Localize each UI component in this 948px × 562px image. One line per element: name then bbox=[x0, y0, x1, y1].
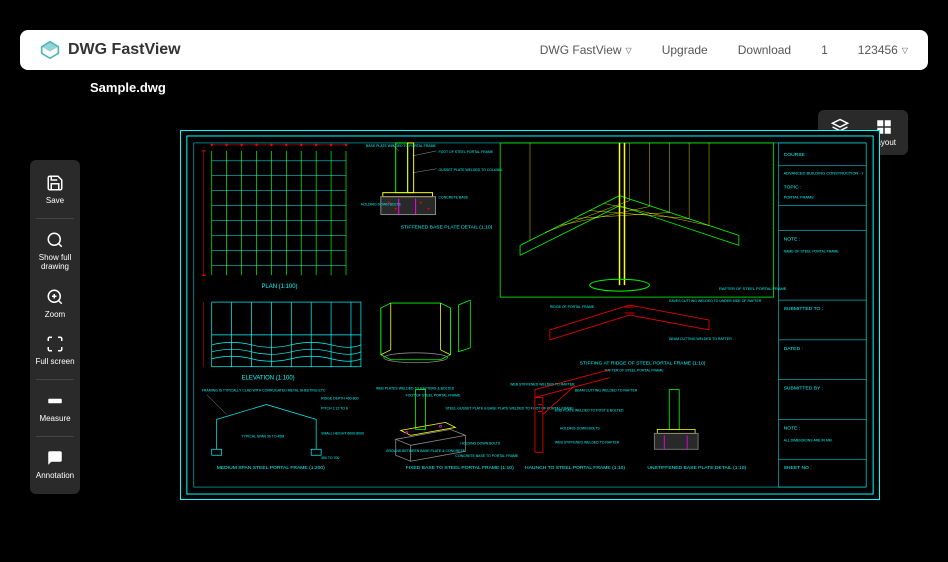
svg-text:NOTE :: NOTE : bbox=[784, 425, 801, 431]
save-button[interactable]: Save bbox=[30, 168, 80, 212]
annotation-button[interactable]: Annotation bbox=[30, 443, 80, 487]
user-label: 123456 bbox=[858, 43, 898, 57]
brand-name: DWG FastView bbox=[68, 41, 181, 59]
drawing-canvas[interactable]: COURSE : ADVANCED BUILDING CONSTRUCTION … bbox=[180, 130, 880, 500]
svg-text:DATED :: DATED : bbox=[784, 346, 803, 352]
svg-text:ELEVATION (1:100): ELEVATION (1:100) bbox=[242, 376, 295, 382]
logo: DWG FastView bbox=[40, 40, 181, 60]
svg-text:HOLDING DOWN BOLTS: HOLDING DOWN BOLTS bbox=[361, 203, 402, 207]
file-tab[interactable]: Sample.dwg bbox=[90, 80, 948, 95]
svg-text:FOOT OF STEEL PORTAL FRAME: FOOT OF STEEL PORTAL FRAME bbox=[406, 394, 461, 398]
svg-text:HOLDING DOWN BOLTS: HOLDING DOWN BOLTS bbox=[560, 426, 601, 430]
svg-text:PORTAL FRAME: PORTAL FRAME bbox=[784, 195, 815, 200]
svg-text:MEDIUM SPAN STEEL PORTAL FRAM: MEDIUM SPAN STEEL PORTAL FRAME (1:200) bbox=[217, 465, 325, 471]
svg-text:STIFFENED BASE PLATE DETAIL (1: STIFFENED BASE PLATE DETAIL (1:10) bbox=[401, 224, 493, 230]
svg-text:FRAMING IS TYPICALLY CLAD WITH: FRAMING IS TYPICALLY CLAD WITH CORRUGATE… bbox=[202, 389, 326, 393]
svg-text:HOLDING DOWN BOLTS: HOLDING DOWN BOLTS bbox=[460, 441, 501, 445]
save-icon bbox=[46, 174, 64, 192]
svg-text:END PLATE WELDED TO POST & BOL: END PLATE WELDED TO POST & BOLTED bbox=[555, 408, 624, 412]
svg-text:BEAM CUTTING WELDED TO RAFTER: BEAM CUTTING WELDED TO RAFTER bbox=[669, 337, 732, 341]
svg-text:WEB STIFFENED WELDED TO RAFTER: WEB STIFFENED WELDED TO RAFTER bbox=[510, 383, 575, 387]
magnify-icon bbox=[46, 231, 64, 249]
svg-text:350 TO 700: 350 TO 700 bbox=[321, 456, 339, 460]
annotation-label: Annotation bbox=[36, 471, 74, 481]
user-dropdown[interactable]: 123456 ▽ bbox=[858, 43, 908, 57]
svg-text:FIXED BASE TO STEEL PORTAL FRA: FIXED BASE TO STEEL PORTAL FRAME (1:10) bbox=[406, 465, 514, 471]
divider bbox=[36, 436, 74, 437]
svg-text:RIDGE DEPTH 400-600: RIDGE DEPTH 400-600 bbox=[321, 397, 358, 401]
zoom-icon bbox=[46, 288, 64, 306]
measure-button[interactable]: Measure bbox=[30, 386, 80, 430]
svg-text:STIFFING AT RIDGE OF STEEL POR: STIFFING AT RIDGE OF STEEL PORTAL FRAME … bbox=[580, 361, 706, 367]
svg-text:NAME OF STEEL PORTAL FRAME: NAME OF STEEL PORTAL FRAME bbox=[784, 249, 840, 253]
topbar: DWG FastView DWG FastView ▽ Upgrade Down… bbox=[20, 30, 928, 70]
svg-text:UNSTIFFENED BASE PLATE DETAIL: UNSTIFFENED BASE PLATE DETAIL (1:10) bbox=[647, 465, 746, 471]
svg-text:BASE PLATE WELDED TO PORTAL FR: BASE PLATE WELDED TO PORTAL FRAME bbox=[366, 144, 437, 148]
svg-text:ADVANCED BUILDING CONSTRUCTION: ADVANCED BUILDING CONSTRUCTION - I bbox=[784, 171, 863, 176]
svg-text:FOOT OF STEEL PORTAL FRAME: FOOT OF STEEL PORTAL FRAME bbox=[438, 150, 493, 154]
zoom-label: Zoom bbox=[45, 310, 65, 320]
svg-text:GUSSET PLATE WELDED TO COLUMN: GUSSET PLATE WELDED TO COLUMN bbox=[438, 168, 502, 172]
svg-text:WEB STIFFENED WELDED TO RAFTER: WEB STIFFENED WELDED TO RAFTER bbox=[555, 440, 620, 444]
svg-text:GROUND BETWEEN BASE PLATE & CO: GROUND BETWEEN BASE PLATE & CONCRETE bbox=[386, 449, 466, 453]
fullscreen-button[interactable]: Full screen bbox=[30, 329, 80, 373]
svg-text:BEAM CUTTING WELDED TO RAFTER: BEAM CUTTING WELDED TO RAFTER bbox=[575, 389, 638, 393]
fullscreen-label: Full screen bbox=[35, 357, 74, 367]
divider bbox=[36, 379, 74, 380]
measure-label: Measure bbox=[39, 414, 70, 424]
svg-text:SHEET NO :: SHEET NO : bbox=[784, 465, 812, 471]
svg-text:SUBMITTED TO :: SUBMITTED TO : bbox=[784, 306, 824, 312]
measure-icon bbox=[46, 392, 64, 410]
show-full-label: Show full drawing bbox=[32, 253, 78, 272]
cad-drawing: COURSE : ADVANCED BUILDING CONSTRUCTION … bbox=[181, 131, 879, 499]
svg-text:CONCRETE BASE: CONCRETE BASE bbox=[438, 196, 468, 200]
annotation-icon bbox=[46, 449, 64, 467]
svg-text:TOPIC :: TOPIC : bbox=[784, 185, 802, 191]
svg-text:CONCRETE BASE TO PORTAL FRAME: CONCRETE BASE TO PORTAL FRAME bbox=[455, 454, 519, 458]
svg-text:SMALL HEIGHT 6000-8000: SMALL HEIGHT 6000-8000 bbox=[321, 431, 364, 435]
chevron-down-icon: ▽ bbox=[902, 46, 908, 55]
svg-text:TYPICAL SPAN 30 TO 45M: TYPICAL SPAN 30 TO 45M bbox=[242, 434, 285, 438]
logo-icon bbox=[40, 40, 60, 60]
side-toolbar: Save Show full drawing Zoom Full screen … bbox=[30, 160, 80, 494]
divider bbox=[36, 218, 74, 219]
download-link[interactable]: Download bbox=[738, 43, 791, 57]
svg-text:HAUNCH TO STEEL PORTAL FRAME (: HAUNCH TO STEEL PORTAL FRAME (1:10) bbox=[525, 465, 625, 471]
upgrade-link[interactable]: Upgrade bbox=[662, 43, 708, 57]
svg-text:NOTE :: NOTE : bbox=[784, 236, 801, 242]
chevron-down-icon: ▽ bbox=[626, 46, 632, 55]
svg-text:PLAN (1:100): PLAN (1:100) bbox=[261, 284, 297, 290]
dwg-dropdown[interactable]: DWG FastView ▽ bbox=[540, 43, 632, 57]
svg-text:PITCH 1:12 TO 6: PITCH 1:12 TO 6 bbox=[321, 406, 348, 410]
svg-text:SUBMITTED BY :: SUBMITTED BY : bbox=[784, 386, 823, 392]
svg-text:EAVES CUTTING WELDED TO UNDER: EAVES CUTTING WELDED TO UNDER SIDE OF RA… bbox=[669, 299, 762, 303]
save-label: Save bbox=[46, 196, 64, 206]
fullscreen-icon bbox=[46, 335, 64, 353]
svg-text:ALL DIMENSIONS ARE IN MM.: ALL DIMENSIONS ARE IN MM. bbox=[784, 438, 833, 442]
show-full-button[interactable]: Show full drawing bbox=[30, 225, 80, 278]
topbar-right: DWG FastView ▽ Upgrade Download 1 123456… bbox=[540, 43, 908, 57]
svg-text:COURSE :: COURSE : bbox=[784, 152, 808, 158]
svg-text:RAFTER OF STEEL PORTAL FRAME: RAFTER OF STEEL PORTAL FRAME bbox=[719, 286, 787, 291]
svg-text:RIDGE OF PORTAL FRAME: RIDGE OF PORTAL FRAME bbox=[550, 305, 595, 309]
notification-badge[interactable]: 1 bbox=[821, 43, 828, 57]
svg-text:RAFTER OF STEEL PORTAL FRAME: RAFTER OF STEEL PORTAL FRAME bbox=[605, 369, 665, 373]
zoom-button[interactable]: Zoom bbox=[30, 282, 80, 326]
dropdown-label: DWG FastView bbox=[540, 43, 622, 57]
